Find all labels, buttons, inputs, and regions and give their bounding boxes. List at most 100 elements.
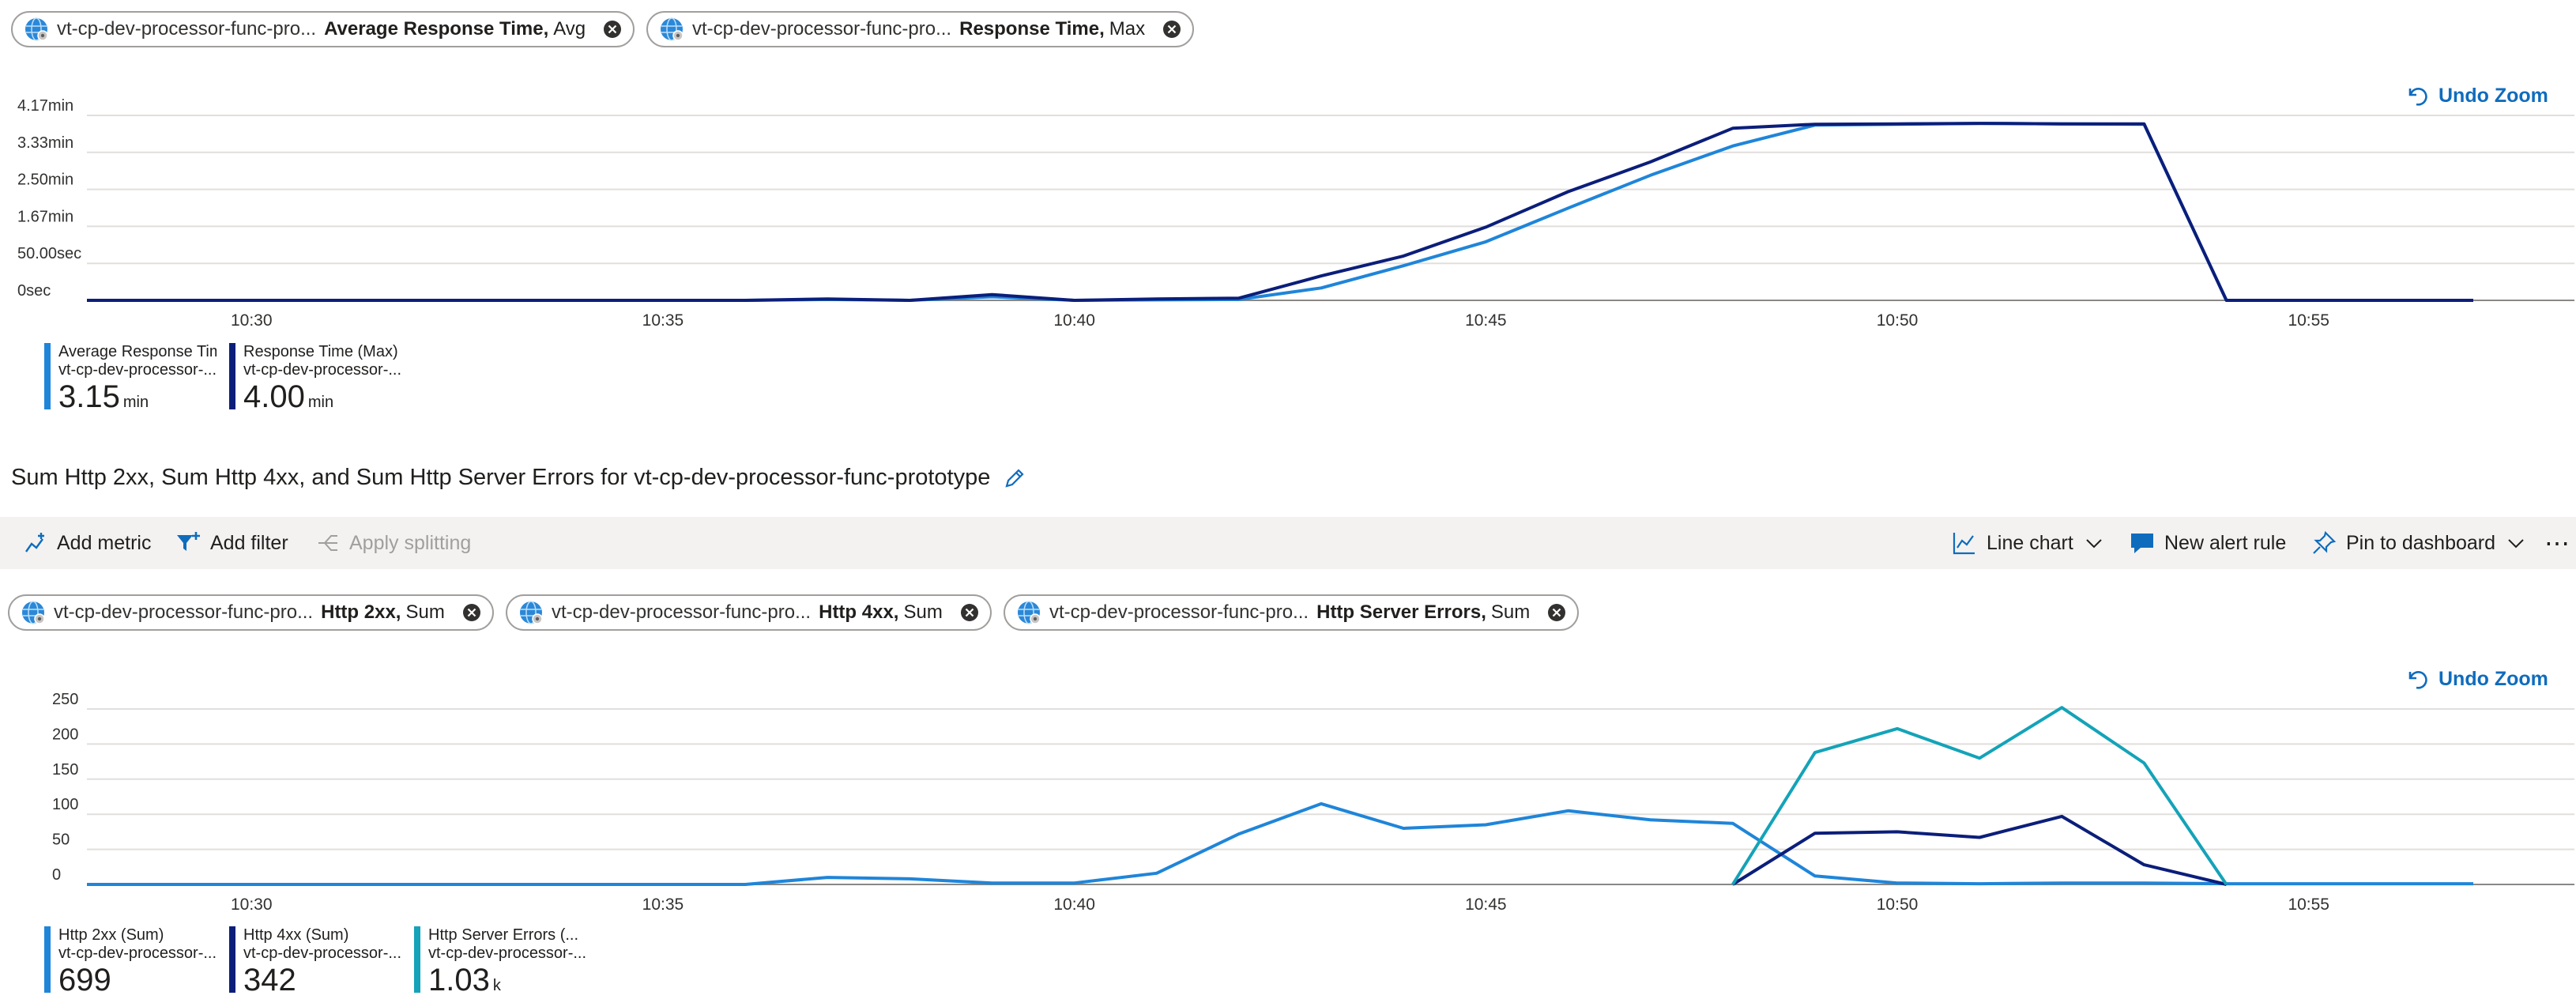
metric-filter-pill[interactable]: vt-cp-dev-processor-func-pro... Http Serv…	[1004, 594, 1580, 631]
chart2-toolbar: Add metric Add filter Apply splitting Li…	[0, 517, 2576, 569]
legend-resource-name: vt-cp-dev-processor-...	[58, 945, 217, 962]
app-service-globe-icon	[22, 601, 45, 624]
http-status-chart: 0 50 100 150 200 250 10:30 10:35 10:40 10:45 10:50…	[52, 691, 2574, 914]
add-metric-label: Add metric	[57, 531, 152, 554]
legend-metric-name: Http Server Errors (...	[428, 926, 579, 944]
remove-filter-close-icon[interactable]	[1547, 603, 1566, 622]
legend-color-swatch	[229, 926, 235, 993]
legend-resource-name: vt-cp-dev-processor-...	[243, 361, 401, 379]
apply-splitting-label: Apply splitting	[349, 531, 472, 554]
add-filter-label: Add filter	[210, 531, 288, 554]
add-metric-button[interactable]: Add metric	[24, 517, 151, 569]
y-tick-label: 0sec	[17, 282, 51, 300]
pill-metric-name: Http 4xx,	[819, 601, 899, 623]
legend-value: 4.00 min	[243, 379, 401, 420]
new-alert-rule-button[interactable]: New alert rule	[2130, 517, 2286, 569]
legend-color-swatch	[229, 343, 235, 409]
series-line	[87, 122, 2473, 302]
apply-splitting-button[interactable]: Apply splitting	[316, 517, 471, 569]
y-tick-label: 0	[52, 866, 61, 884]
legend-item[interactable]: Average Response Tim...vt-cp-dev-process…	[44, 343, 217, 414]
x-tick-label: 10:30	[231, 896, 273, 914]
app-service-globe-icon	[520, 601, 543, 624]
chart1-undo-zoom-button[interactable]: Undo Zoom	[2405, 84, 2548, 107]
line-chart-dropdown[interactable]: Line chart	[1952, 517, 2103, 569]
legend-value-number: 1.03	[428, 963, 490, 997]
legend-resource-name: vt-cp-dev-processor-...	[58, 361, 217, 379]
add-metric-icon	[25, 533, 44, 552]
legend-item[interactable]: Http Server Errors (... vt-cp-dev-process…	[414, 926, 586, 997]
filter-icon	[177, 532, 200, 551]
app-service-globe-icon	[25, 17, 48, 41]
x-tick-label: 10:40	[1053, 311, 1095, 330]
metric-filter-pill[interactable]: vt-cp-dev-processor-func-pro... Average R…	[11, 11, 635, 47]
pill-resource-name: vt-cp-dev-processor-func-pro...	[57, 18, 317, 40]
legend-value: 3.15 min	[58, 379, 217, 420]
metric-filter-pill[interactable]: vt-cp-dev-processor-func-pro... Http 2xx,…	[8, 594, 494, 631]
pill-metric-name: Response Time,	[959, 18, 1105, 40]
y-tick-label: 3.33min	[17, 134, 73, 152]
chevron-down-icon	[2086, 539, 2102, 549]
legend-metric-name: Http 2xx (Sum)	[58, 926, 164, 944]
line-chart-label: Line chart	[1987, 531, 2073, 554]
chart1-legend: Average Response Tim...vt-cp-dev-process…	[44, 343, 414, 414]
pill-metric-name: Http Server Errors,	[1316, 601, 1486, 623]
pill-resource-name: vt-cp-dev-processor-func-pro...	[1049, 601, 1309, 623]
x-tick-label: 10:55	[2288, 896, 2329, 914]
remove-filter-close-icon[interactable]	[603, 20, 622, 39]
pencil-edit-icon[interactable]	[1003, 466, 1026, 490]
pill-aggregation: Max	[1109, 18, 1146, 40]
x-tick-label: 10:45	[1465, 311, 1507, 330]
legend-metric-name: Http 4xx (Sum)	[243, 926, 349, 944]
legend-value: 342	[243, 963, 401, 997]
remove-filter-close-icon[interactable]	[462, 603, 481, 622]
x-tick-label: 10:50	[1877, 311, 1919, 330]
legend-color-swatch	[44, 343, 51, 409]
pill-resource-name: vt-cp-dev-processor-func-pro...	[54, 601, 314, 623]
x-tick-label: 10:45	[1465, 896, 1507, 914]
remove-filter-close-icon[interactable]	[960, 603, 979, 622]
metric-filter-pill[interactable]: vt-cp-dev-processor-func-pro... Http 4xx,…	[506, 594, 992, 631]
add-filter-button[interactable]: Add filter	[175, 517, 288, 569]
series-line	[1731, 814, 2228, 886]
pin-to-dashboard-label: Pin to dashboard	[2346, 531, 2496, 554]
metric-filter-pill[interactable]: vt-cp-dev-processor-func-pro... Response …	[646, 11, 1195, 47]
series-line	[87, 801, 2473, 886]
more-options-button[interactable]: ⋯	[2544, 517, 2570, 569]
undo-icon	[2408, 88, 2427, 106]
pill-aggregation: Sum	[1490, 601, 1531, 623]
y-tick-label: 50.00sec	[17, 245, 81, 262]
legend-value-number: 4.00	[243, 379, 305, 414]
chart2-title: Sum Http 2xx, Sum Http 4xx, and Sum Http…	[11, 465, 1026, 491]
legend-resource-name: vt-cp-dev-processor-...	[243, 945, 401, 962]
pill-resource-name: vt-cp-dev-processor-func-pro...	[552, 601, 812, 623]
legend-item[interactable]: Http 4xx (Sum) vt-cp-dev-processor-... 342	[229, 926, 401, 997]
pin-icon	[2313, 530, 2337, 554]
remove-filter-close-icon[interactable]	[1162, 20, 1181, 39]
chevron-down-icon	[2508, 539, 2524, 549]
y-tick-label: 250	[52, 691, 78, 708]
undo-zoom-label: Undo Zoom	[2439, 667, 2548, 690]
pill-aggregation: Sum	[903, 601, 943, 623]
y-tick-label: 200	[52, 726, 78, 743]
pill-metric-name: Average Response Time,	[324, 18, 549, 40]
x-tick-label: 10:40	[1053, 896, 1095, 914]
y-tick-label: 4.17min	[17, 97, 73, 115]
response-time-chart: 0sec 50.00sec 1.67min 2.50min 3.33min 4.17min…	[17, 97, 2574, 330]
app-service-globe-icon	[1018, 601, 1041, 624]
legend-metric-name: Response Time (Max)	[243, 343, 398, 360]
y-tick-label: 1.67min	[17, 208, 73, 225]
x-tick-label: 10:50	[1877, 896, 1919, 914]
legend-item[interactable]: Http 2xx (Sum) vt-cp-dev-processor-... 699	[44, 926, 217, 997]
legend-color-swatch	[414, 926, 420, 993]
y-tick-label: 2.50min	[17, 172, 73, 189]
splitting-icon	[318, 535, 337, 551]
legend-value-number: 699	[58, 963, 111, 997]
x-tick-label: 10:35	[642, 311, 684, 330]
legend-item[interactable]: Response Time (Max) vt-cp-dev-processor-.…	[229, 343, 401, 414]
chart2-undo-zoom-button[interactable]: Undo Zoom	[2405, 667, 2548, 691]
chart2-title-text: Sum Http 2xx, Sum Http 4xx, and Sum Http…	[11, 465, 991, 490]
x-tick-label: 10:55	[2288, 311, 2329, 330]
pin-to-dashboard-dropdown[interactable]: Pin to dashboard	[2311, 517, 2525, 569]
legend-value-unit: min	[307, 394, 334, 411]
